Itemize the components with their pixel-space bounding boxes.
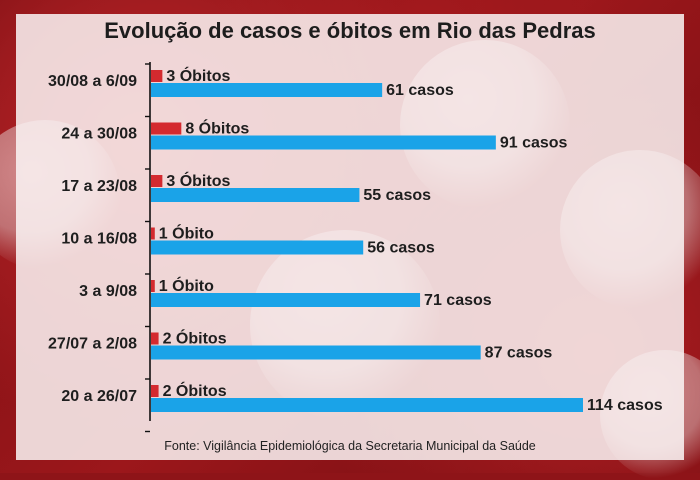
deaths-bar bbox=[151, 70, 163, 82]
category-label: 20 a 26/07 bbox=[61, 388, 137, 405]
category-label: 3 a 9/08 bbox=[79, 283, 137, 300]
category-label: 27/07 a 2/08 bbox=[48, 336, 137, 353]
category-label: 17 a 23/08 bbox=[61, 178, 137, 195]
cases-bar bbox=[151, 188, 360, 202]
chart-title: Evolução de casos e óbitos em Rio das Pe… bbox=[104, 18, 596, 43]
deaths-data-label: 1 Óbito bbox=[159, 276, 214, 295]
cases-data-label: 114 casos bbox=[587, 397, 663, 414]
category-label: 24 a 30/08 bbox=[61, 126, 137, 143]
cases-bar bbox=[151, 293, 421, 307]
source-note: Fonte: Vigilância Epidemiológica da Secr… bbox=[164, 439, 536, 453]
cases-bar bbox=[151, 240, 364, 255]
deaths-data-label: 2 Óbitos bbox=[163, 381, 227, 400]
deaths-data-label: 2 Óbitos bbox=[163, 329, 227, 348]
cases-bar bbox=[151, 83, 383, 97]
deaths-data-label: 3 Óbitos bbox=[166, 171, 230, 190]
cases-bar bbox=[151, 345, 481, 360]
category-label: 10 a 16/08 bbox=[61, 231, 137, 248]
deaths-bar bbox=[151, 280, 155, 292]
deaths-bar bbox=[151, 122, 182, 135]
cases-bar bbox=[151, 398, 583, 412]
deaths-bar bbox=[151, 227, 155, 240]
deaths-bar bbox=[151, 332, 159, 345]
deaths-data-label: 1 Óbito bbox=[159, 224, 214, 243]
deaths-bar bbox=[151, 385, 159, 397]
deaths-data-label: 8 Óbitos bbox=[185, 119, 249, 138]
deaths-bar bbox=[151, 175, 163, 187]
cases-data-label: 61 casos bbox=[386, 82, 454, 99]
cases-bar bbox=[151, 135, 496, 150]
cases-data-label: 91 casos bbox=[500, 135, 568, 152]
cases-data-label: 55 casos bbox=[363, 187, 431, 204]
category-label: 30/08 a 6/09 bbox=[48, 73, 137, 90]
deaths-data-label: 3 Óbitos bbox=[166, 66, 230, 85]
cases-data-label: 87 casos bbox=[485, 345, 553, 362]
cases-data-label: 56 casos bbox=[367, 240, 435, 257]
cases-data-label: 71 casos bbox=[424, 292, 492, 309]
